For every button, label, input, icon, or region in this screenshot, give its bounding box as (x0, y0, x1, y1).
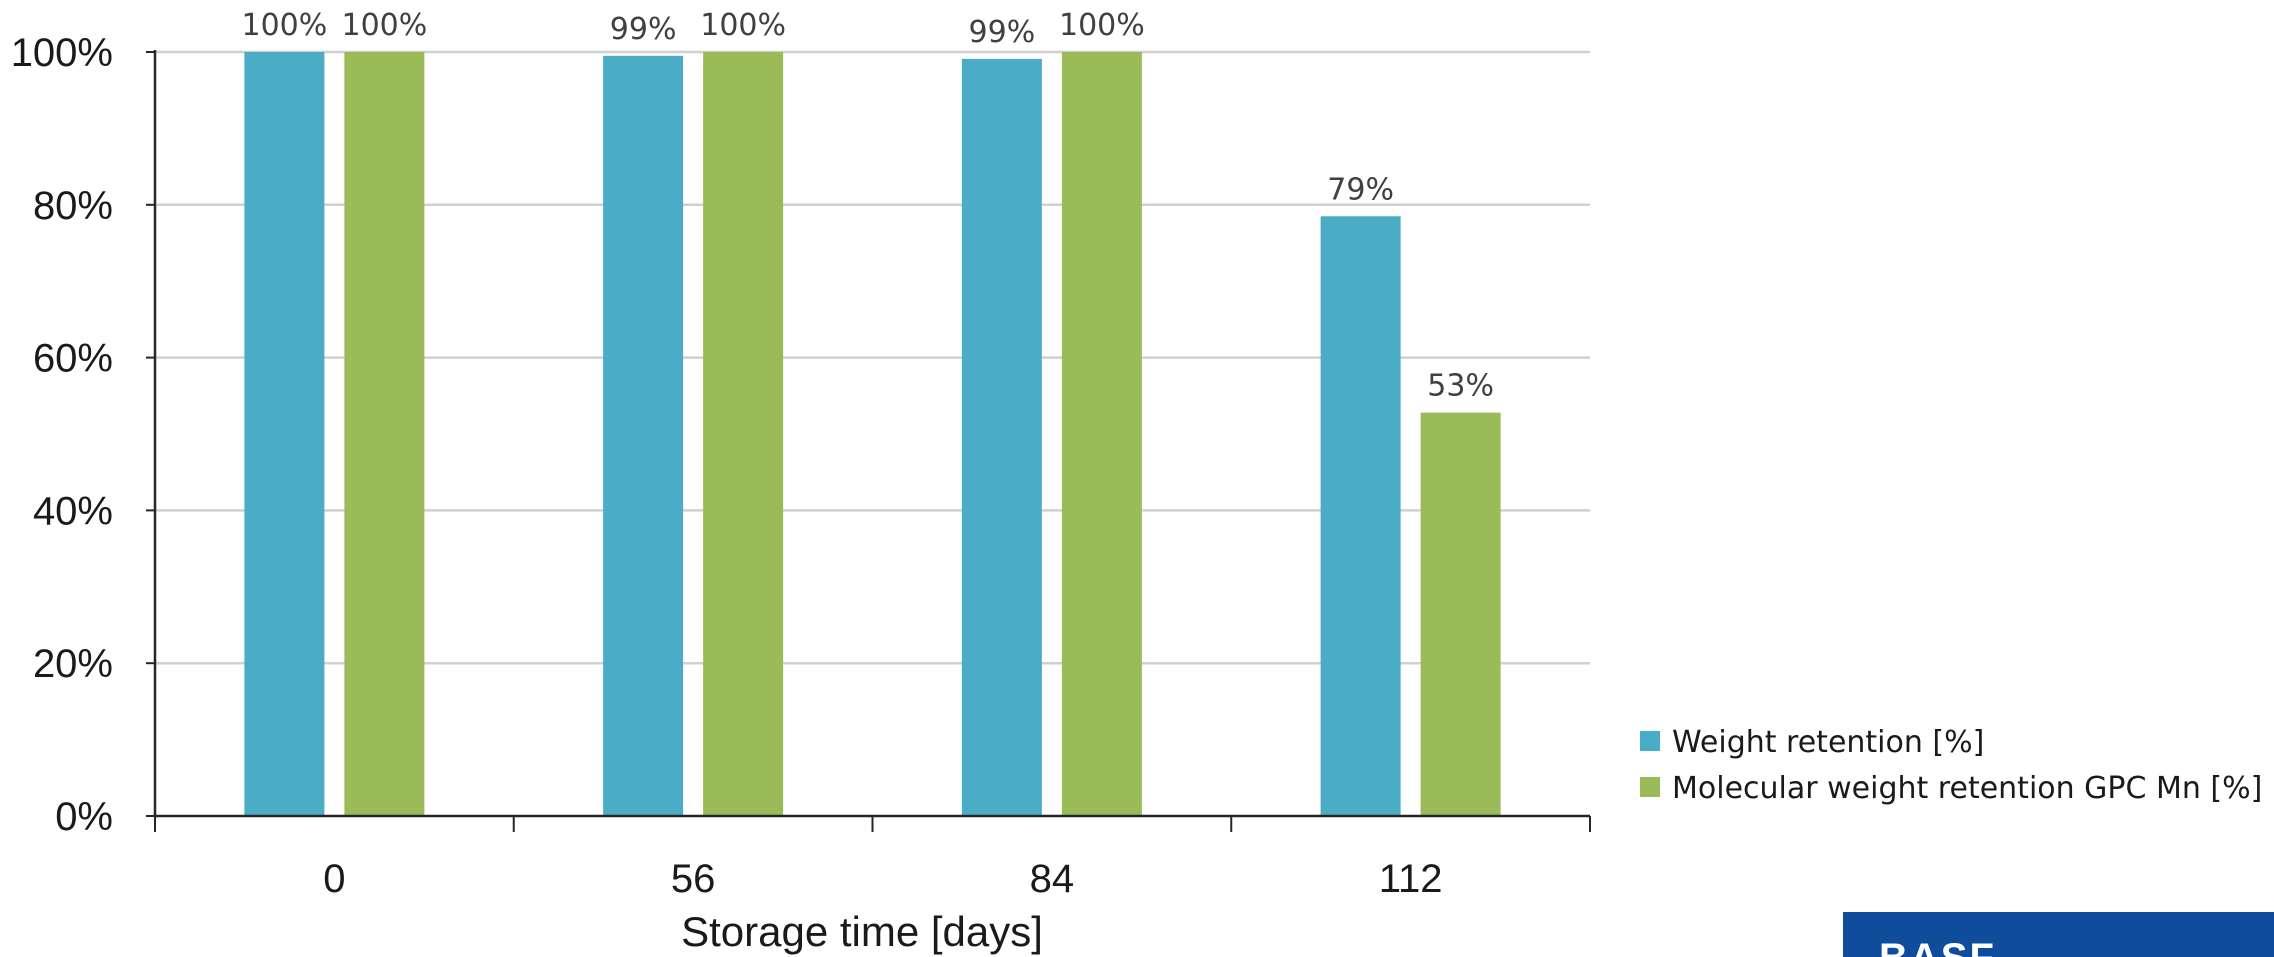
legend-swatch (1640, 777, 1660, 797)
data-label: 100% (700, 8, 786, 43)
bar (703, 52, 784, 816)
x-tick-label: 56 (671, 857, 716, 901)
data-label: 100% (1059, 8, 1145, 43)
y-tick-label: 40% (33, 489, 113, 533)
data-label: 100% (341, 8, 427, 43)
data-label: 99% (610, 12, 677, 47)
y-tick-label: 100% (11, 31, 113, 75)
y-tick-label: 20% (33, 642, 113, 686)
bar (244, 52, 325, 816)
legend-label: Weight retention [%] (1672, 725, 1984, 760)
bar (1320, 216, 1401, 816)
bar (344, 52, 425, 816)
bar (1420, 412, 1501, 816)
data-label: 53% (1427, 369, 1494, 404)
y-tick-label: 0% (55, 795, 113, 839)
x-tick-label: 0 (323, 857, 345, 901)
basf-logo: BASF (1843, 912, 2274, 957)
axes: 0% 20% 40% 60% 80% 100% 0 56 84 112 (11, 31, 1591, 901)
y-tick-label: 60% (33, 337, 113, 381)
x-axis-title: Storage time [days] (681, 908, 1043, 955)
legend: Weight retention [%] Molecular weight ret… (1640, 725, 2262, 806)
bars (244, 52, 1501, 817)
data-label: 79% (1327, 172, 1394, 207)
x-tick-label: 112 (1379, 857, 1443, 901)
data-labels: 100% 100% 99% 100% 99% 100% 79% 53% (241, 8, 1493, 404)
x-tick-label: 84 (1030, 857, 1075, 901)
legend-swatch (1640, 731, 1660, 751)
y-tick-label: 80% (33, 184, 113, 228)
legend-label: Molecular weight retention GPC Mn [%] (1672, 771, 2262, 806)
logo-text: BASF (1879, 938, 1996, 957)
bar (1061, 52, 1142, 816)
data-label: 99% (969, 15, 1036, 50)
bar (961, 58, 1042, 817)
bar (603, 55, 684, 816)
data-label: 100% (241, 8, 327, 43)
